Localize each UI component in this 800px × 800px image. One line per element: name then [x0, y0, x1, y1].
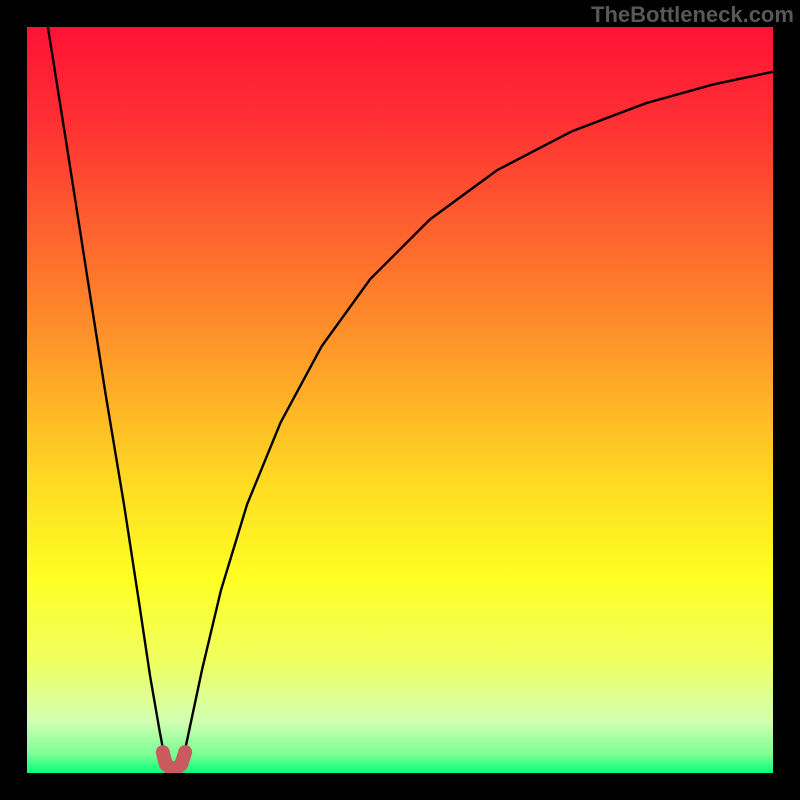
chart-svg: [27, 27, 773, 773]
chart-background: [27, 27, 773, 773]
watermark-text: TheBottleneck.com: [591, 2, 794, 28]
